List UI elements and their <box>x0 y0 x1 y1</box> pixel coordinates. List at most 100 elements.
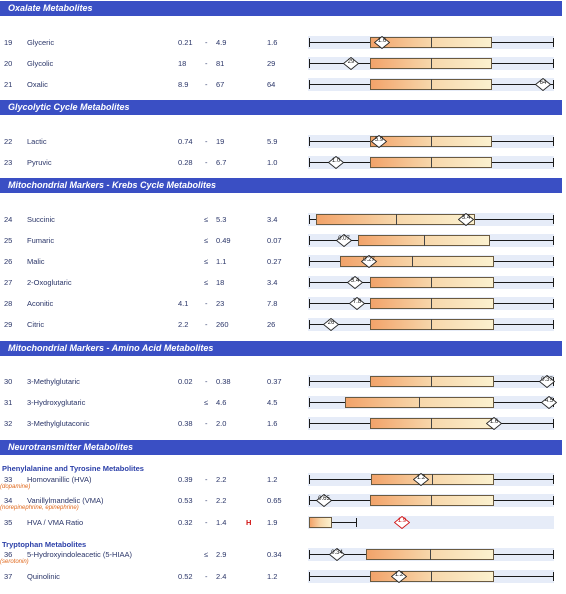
reference-high: 2.2 <box>216 475 227 484</box>
result-marker-diamond: 1.0 <box>328 156 344 169</box>
result-marker-label: 0.37 <box>541 377 553 383</box>
reference-high: 1.4 <box>216 518 227 527</box>
table-row: 21 Oxalic 8.9 -67 64 64 <box>0 78 562 91</box>
row-number: 23 <box>4 158 13 167</box>
reference-bar-line <box>309 522 356 523</box>
reference-high: 81 <box>216 59 225 68</box>
result-marker-label: 3.4 <box>461 215 471 221</box>
result-marker-label: 0.07 <box>338 236 350 242</box>
table-row: 28 Aconitic 4.1 -23 7.8 7.8 <box>0 297 562 310</box>
bar-end-tick <box>553 475 554 484</box>
reference-median-line <box>431 58 432 69</box>
row-number: 30 <box>4 377 13 386</box>
table-row: 20 Glycolic 18 -81 29 29 <box>0 57 562 70</box>
metabolite-name: Quinolinic <box>27 572 60 581</box>
reference-high: 6.7 <box>216 158 227 167</box>
bar-end-tick <box>553 236 554 245</box>
reference-high: 0.49 <box>216 236 231 245</box>
row-number: 28 <box>4 299 13 308</box>
result-marker-diamond: 0.34 <box>329 548 345 561</box>
metabolite-name: Pyruvic <box>27 158 52 167</box>
bar-start-tick <box>309 320 310 329</box>
result-marker-label: 1.2 <box>416 475 426 481</box>
bar-start-tick <box>309 236 310 245</box>
reference-high: 4.6 <box>216 398 227 407</box>
reference-high: 5.3 <box>216 215 227 224</box>
bar-start-tick <box>309 257 310 266</box>
reference-range-box <box>370 571 494 582</box>
table-row: 29 Citric 2.2 -260 26 26 <box>0 318 562 331</box>
reference-dash: - <box>205 158 208 167</box>
result-marker-diamond: 0.27 <box>361 255 377 268</box>
bar-start-tick <box>309 80 310 89</box>
result-value: 0.37 <box>267 377 282 386</box>
row-number: 25 <box>4 236 13 245</box>
row-number: 32 <box>4 419 13 428</box>
metabolite-name: Glycolic <box>27 59 54 68</box>
bar-end-tick <box>553 419 554 428</box>
metabolite-name: Fumaric <box>27 236 55 245</box>
section-header-amino: Mitochondrial Markers - Amino Acid Metab… <box>0 341 562 356</box>
table-row: 32 3-Methylglutaconic 0.38 -2.0 1.6 1.6 <box>0 417 562 430</box>
result-marker-diamond: 1.9 <box>394 516 410 529</box>
reference-median-line <box>424 235 425 246</box>
reference-median-line <box>431 157 432 168</box>
bar-start-tick <box>309 158 310 167</box>
result-value: 0.07 <box>267 236 282 245</box>
metabolite-name: 3-Hydroxyglutaric <box>27 398 86 407</box>
reference-lte: ≤ <box>204 550 209 559</box>
table-row: 26 Malic ≤1.1 0.27 0.27 <box>0 255 562 268</box>
reference-range-box <box>309 517 332 528</box>
row-number: 29 <box>4 320 13 329</box>
reference-low: 18 <box>178 59 187 68</box>
high-flag: H <box>246 518 252 527</box>
metabolite-name: Vanillylmandelic (VMA) <box>27 496 104 505</box>
metabolite-precursor: (serotonin) <box>0 559 29 565</box>
reference-dash: - <box>205 377 208 386</box>
reference-low: 0.53 <box>178 496 193 505</box>
reference-high: 0.38 <box>216 377 231 386</box>
metabolite-name: 5-Hydroxyindoleacetic (5-HIAA) <box>27 550 133 559</box>
reference-dash: - <box>205 475 208 484</box>
reference-median-line <box>431 418 432 429</box>
metabolite-name: Glyceric <box>27 38 55 47</box>
reference-range-box <box>370 277 494 288</box>
reference-high: 260 <box>216 320 229 329</box>
result-value: 64 <box>267 80 276 89</box>
result-marker-label: 0.65 <box>318 496 330 502</box>
result-value: 26 <box>267 320 276 329</box>
section-header-oxalate: Oxalate Metabolites <box>0 1 562 16</box>
table-row: 30 3-Methylglutaric 0.02 -0.38 0.37 0.37 <box>0 375 562 388</box>
row-number: 27 <box>4 278 13 287</box>
reference-dash: - <box>205 419 208 428</box>
reference-range-box <box>370 495 494 506</box>
bar-start-tick <box>309 38 310 47</box>
reference-high: 18 <box>216 278 225 287</box>
reference-high: 23 <box>216 299 225 308</box>
reference-median-line <box>430 549 431 560</box>
reference-dash: - <box>205 59 208 68</box>
table-row: 22 Lactic 0.74 -19 5.9 5.9 <box>0 135 562 148</box>
reference-median-line <box>431 37 432 48</box>
reference-median-line <box>431 571 432 582</box>
reference-low: 0.28 <box>178 158 193 167</box>
reference-median-line <box>431 319 432 330</box>
result-marker-diamond: 7.8 <box>349 297 365 310</box>
bar-start-tick <box>309 572 310 581</box>
reference-dash: - <box>205 496 208 505</box>
bar-end-tick <box>553 496 554 505</box>
result-marker-label: 1.2 <box>394 572 404 578</box>
result-value: 3.4 <box>267 278 278 287</box>
row-number: 35 <box>4 518 13 527</box>
row-number: 22 <box>4 137 13 146</box>
section-header-neuro: Neurotransmitter Metabolites <box>0 440 562 455</box>
table-row: 31 3-Hydroxyglutaric ≤4.6 4.5 4.5 <box>0 396 562 409</box>
reference-range-box <box>370 376 494 387</box>
reference-median-line <box>431 79 432 90</box>
result-marker-label: 0.34 <box>331 550 343 556</box>
reference-range-box <box>370 418 494 429</box>
bar-end-tick <box>553 215 554 224</box>
bar-end-tick <box>553 320 554 329</box>
metabolite-name: Malic <box>27 257 45 266</box>
bar-end-tick <box>553 278 554 287</box>
